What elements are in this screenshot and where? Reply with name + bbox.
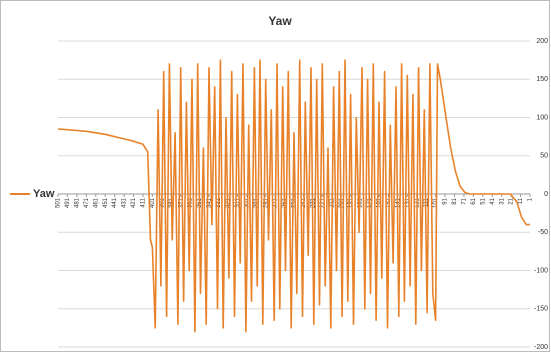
x-tick-label: 491 (65, 197, 71, 208)
y-tick-label: -150 (534, 306, 548, 313)
x-tick-label: 21 (509, 197, 515, 204)
y-tick-label: 150 (536, 76, 548, 83)
y-tick-label: 50 (540, 153, 548, 160)
legend-label: Yaw (33, 188, 55, 200)
x-tick-label: 111 (424, 197, 430, 207)
x-tick-label: 161 (377, 197, 383, 208)
x-tick-label: 311 (235, 197, 241, 207)
x-tick-label: 281 (263, 197, 269, 208)
x-tick-label: 221 (320, 197, 326, 208)
x-tick-label: 1 (528, 197, 534, 201)
x-tick-label: 201 (339, 197, 345, 208)
x-tick-label: 231 (310, 197, 316, 208)
x-tick-label: 31 (499, 197, 505, 204)
chart-title: Yaw (268, 14, 292, 28)
x-tick-label: 501 (56, 197, 62, 208)
x-tick-label: 131 (405, 197, 411, 208)
y-tick-label: 100 (536, 114, 548, 121)
x-tick-label: 451 (103, 197, 109, 208)
y-tick-label: -50 (538, 229, 548, 236)
x-tick-label: 81 (452, 197, 458, 204)
x-tick-label: 41 (490, 197, 496, 204)
x-tick-label: 51 (480, 197, 486, 204)
y-tick-label: 0 (544, 191, 548, 198)
x-tick-label: 91 (443, 197, 449, 204)
y-tick-label: -100 (534, 267, 548, 274)
x-tick-label: 61 (471, 197, 477, 204)
x-tick-label: 171 (367, 197, 373, 208)
x-tick-label: 481 (74, 197, 80, 208)
x-tick-label: 341 (207, 197, 213, 208)
x-tick-label: 71 (461, 197, 467, 204)
x-tick-label: 11 (518, 197, 524, 204)
y-tick-label: -200 (534, 344, 548, 351)
data-line (57, 59, 530, 333)
x-tick-label: 471 (84, 197, 90, 208)
x-tick-label: 421 (131, 197, 137, 208)
x-tick-label: 441 (112, 197, 118, 208)
x-tick-label: 431 (122, 197, 128, 208)
x-tick-label: 371 (178, 197, 184, 208)
x-tick-label: 141 (395, 197, 401, 208)
x-tick-label: 411 (141, 197, 147, 207)
y-tick-label: 200 (536, 38, 548, 45)
x-tick-label: 321 (225, 197, 231, 208)
x-tick-label: 181 (358, 197, 364, 208)
x-tick-label: 461 (93, 197, 99, 208)
x-tick-label: 401 (150, 197, 156, 208)
